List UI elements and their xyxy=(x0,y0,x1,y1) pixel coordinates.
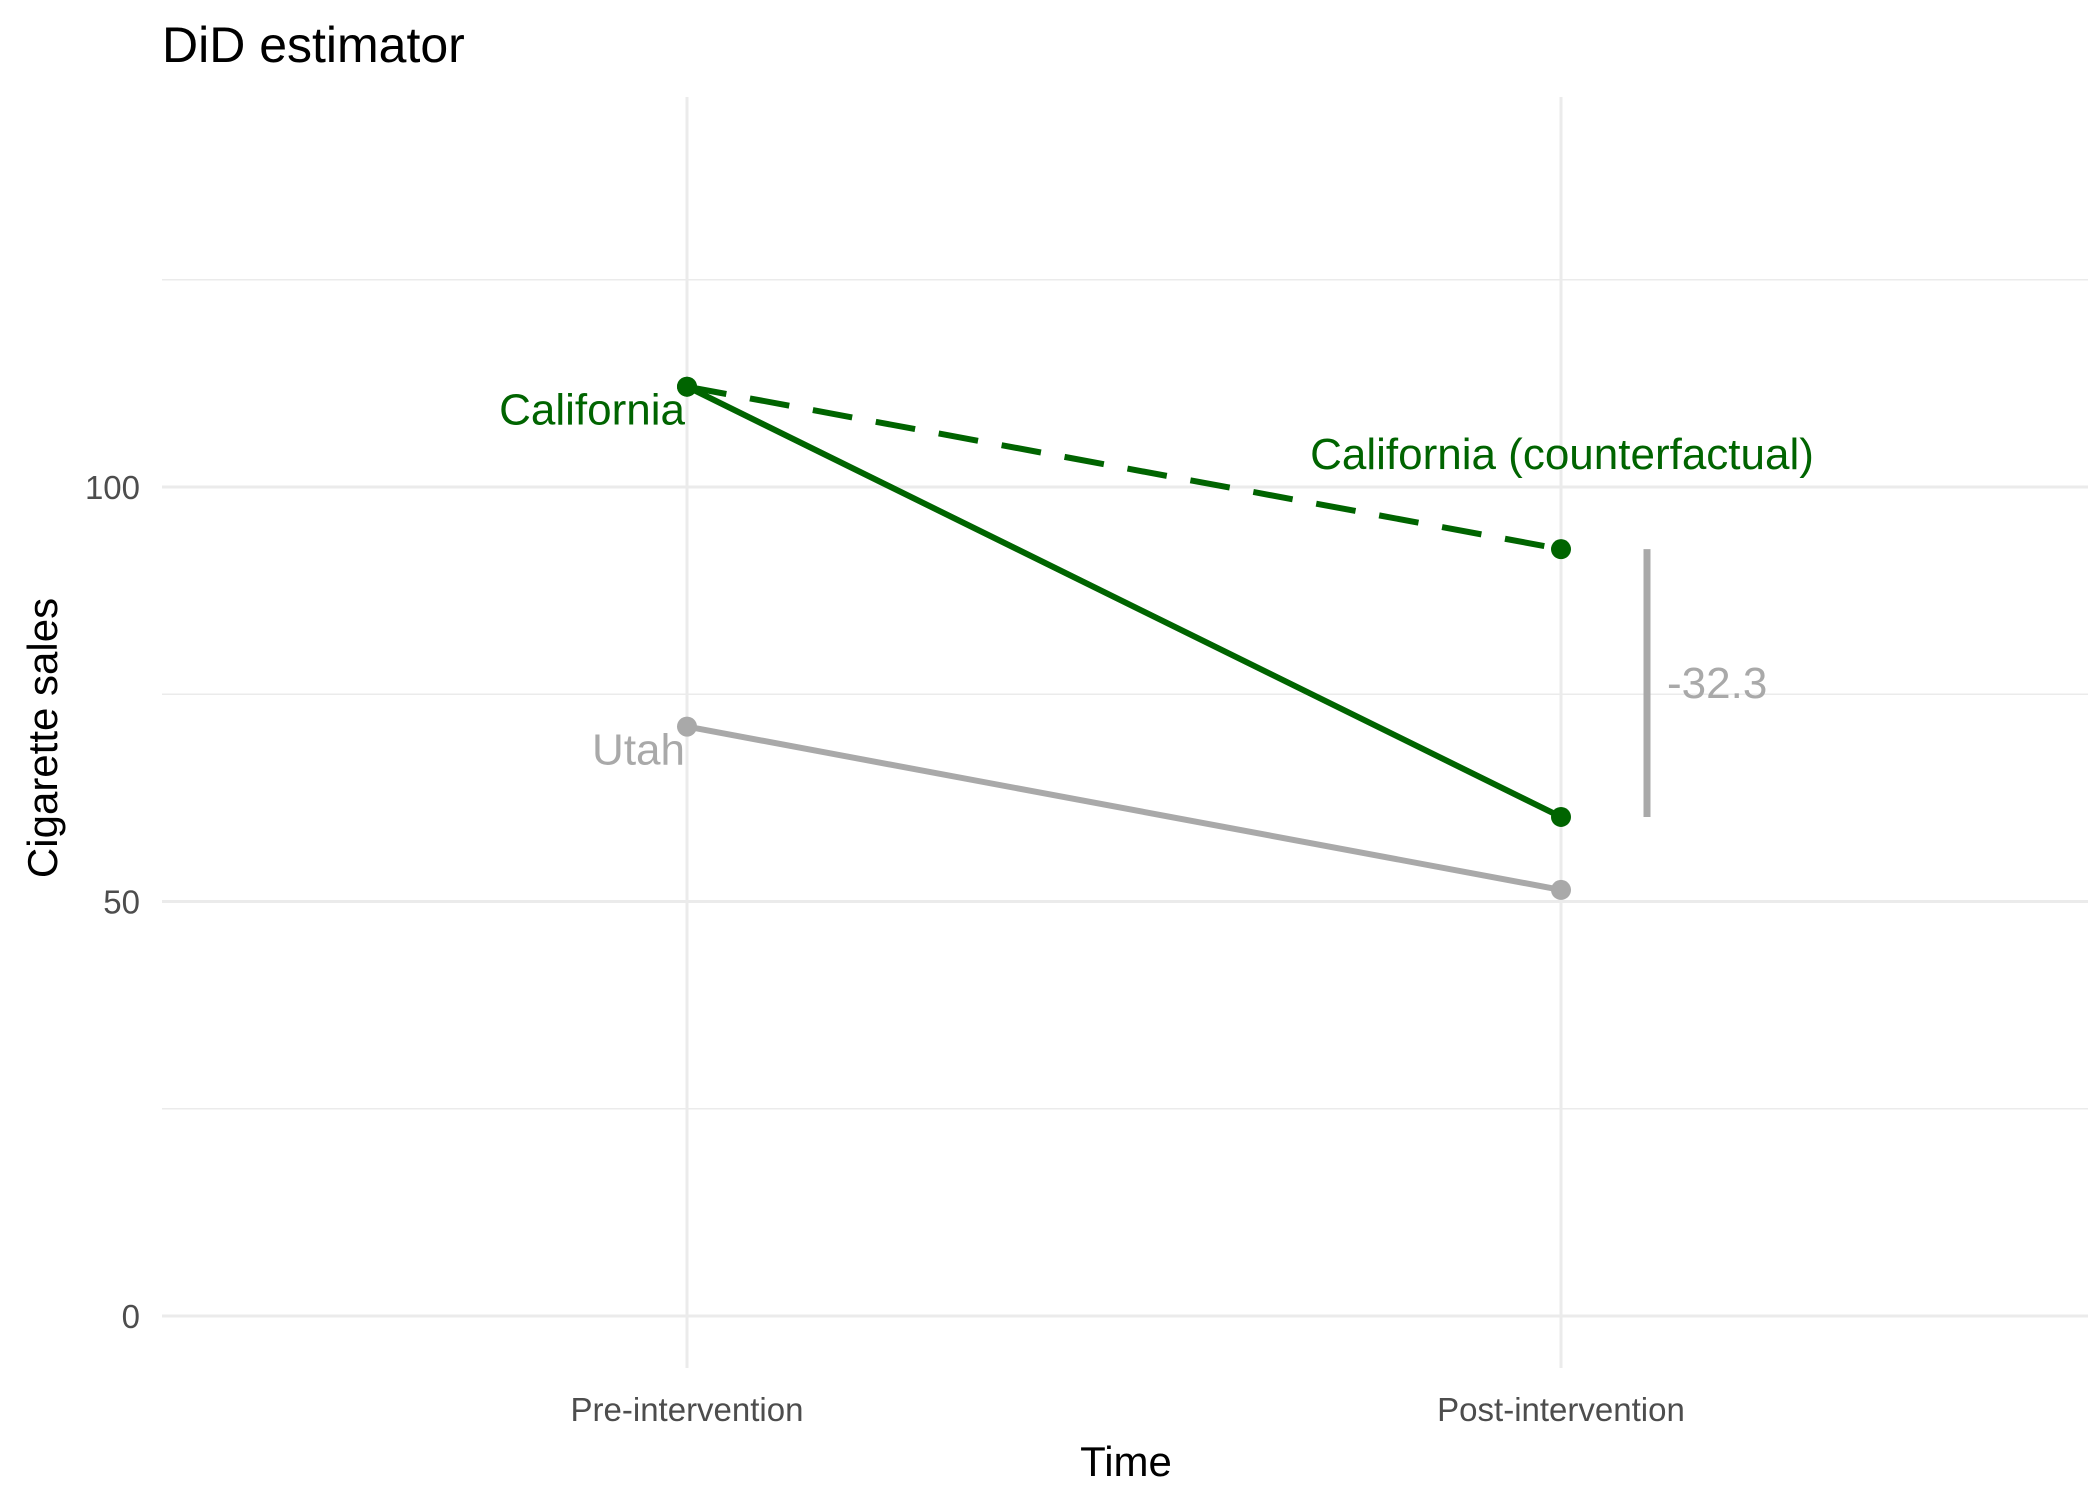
chart-title: DiD estimator xyxy=(162,17,465,73)
annotation-layer: California California (counterfactual) Uta… xyxy=(499,386,1814,817)
x-tick-label: Pre-intervention xyxy=(571,1391,804,1428)
series-line xyxy=(686,383,1562,553)
y-axis-title: Cigarette sales xyxy=(19,598,66,878)
tick-layer: 0 50 100 Pre-intervention Post-intervention xyxy=(85,469,1685,1428)
series-label: California (counterfactual) xyxy=(1310,430,1814,479)
difference-label: -32.3 xyxy=(1667,659,1767,708)
series-line xyxy=(685,383,1563,820)
line-layer xyxy=(685,383,1563,893)
x-axis-title: Time xyxy=(1080,1438,1172,1485)
point-layer xyxy=(677,376,1571,900)
x-tick-label: Post-intervention xyxy=(1437,1391,1685,1428)
series-label: Utah xyxy=(592,726,685,775)
series-label: California xyxy=(499,386,685,435)
y-tick-label: 50 xyxy=(103,884,140,921)
series-line xyxy=(686,723,1562,893)
y-tick-label: 0 xyxy=(122,1298,140,1335)
data-point xyxy=(1551,539,1571,560)
data-point xyxy=(1551,806,1571,827)
data-point xyxy=(677,716,697,737)
data-point xyxy=(1551,879,1571,900)
y-tick-label: 100 xyxy=(85,469,140,506)
grid-layer xyxy=(162,97,2088,1368)
data-point xyxy=(677,376,697,397)
